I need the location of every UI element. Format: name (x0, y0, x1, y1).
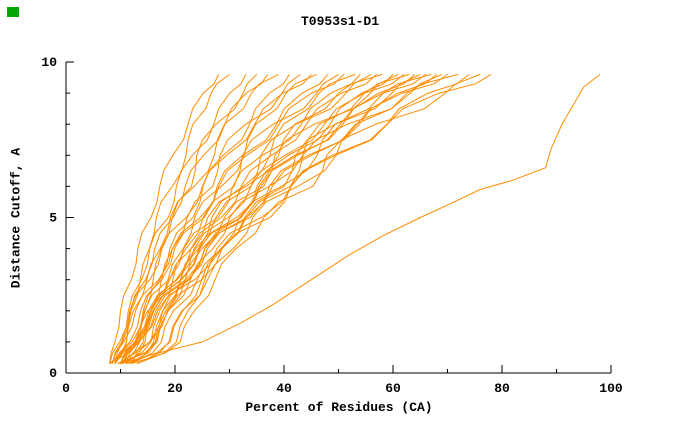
svg-text:20: 20 (167, 381, 183, 396)
svg-text:5: 5 (49, 211, 57, 226)
chart-title: T0953s1-D1 (300, 14, 379, 29)
svg-text:60: 60 (385, 381, 401, 396)
svg-text:40: 40 (276, 381, 292, 396)
svg-text:100: 100 (599, 381, 623, 396)
corner-marker (7, 7, 19, 17)
x-axis-label: Percent of Residues (CA) (245, 400, 433, 415)
svg-text:0: 0 (49, 366, 57, 381)
svg-text:10: 10 (41, 55, 57, 70)
svg-text:80: 80 (494, 381, 510, 396)
svg-text:0: 0 (62, 381, 70, 396)
